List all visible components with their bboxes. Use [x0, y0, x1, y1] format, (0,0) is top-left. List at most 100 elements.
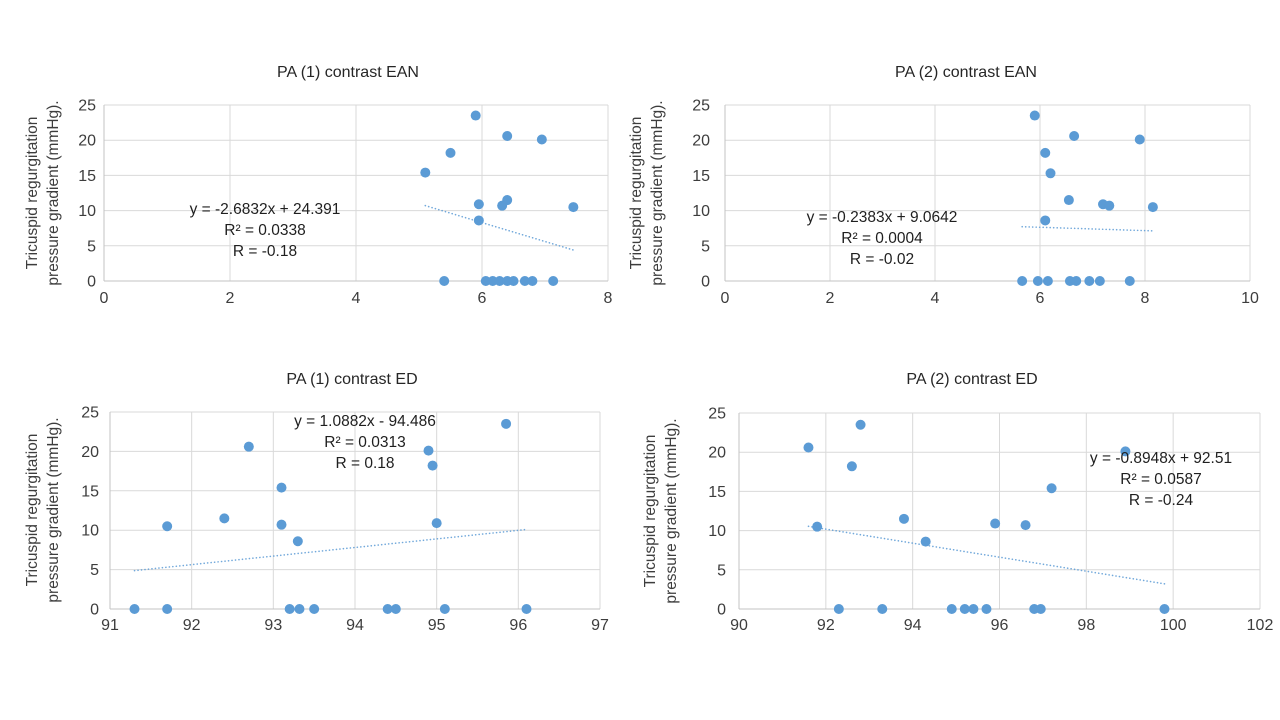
- data-point: [162, 521, 173, 532]
- data-point: [877, 604, 888, 614]
- y-tick-label: 25: [81, 405, 99, 422]
- x-tick-label: 90: [730, 617, 748, 634]
- x-tick-label: 92: [817, 617, 835, 634]
- data-point: [1120, 446, 1131, 457]
- data-point: [390, 604, 401, 614]
- data-point: [1159, 604, 1170, 614]
- data-point: [445, 147, 456, 158]
- data-point: [284, 604, 295, 614]
- data-point: [981, 604, 992, 614]
- data-point: [1017, 276, 1028, 286]
- x-tick-label: 8: [1141, 290, 1150, 307]
- data-point: [1042, 276, 1053, 286]
- y-axis-label: pressure gradient (mmHg).: [45, 100, 62, 285]
- y-tick-label: 0: [701, 274, 710, 291]
- chart-title: PA (2) contrast ED: [906, 371, 1037, 388]
- x-tick-label: 96: [509, 617, 527, 634]
- data-point: [1035, 604, 1046, 614]
- r-squared-label: R² = 0.0313: [324, 434, 405, 451]
- data-point: [536, 134, 547, 145]
- chart-title: PA (2) contrast EAN: [895, 64, 1037, 81]
- x-tick-label: 6: [1036, 290, 1045, 307]
- x-tick-label: 94: [346, 617, 364, 634]
- r-squared-label: R² = 0.0587: [1120, 471, 1201, 488]
- data-point: [1020, 520, 1031, 531]
- y-tick-label: 20: [692, 133, 710, 150]
- data-point: [276, 482, 287, 493]
- data-point: [162, 604, 173, 614]
- y-tick-label: 25: [78, 98, 96, 115]
- y-tick-label: 10: [692, 203, 710, 220]
- x-tick-label: 4: [352, 290, 361, 307]
- y-axis-label: Tricuspid regurgitation: [642, 435, 659, 588]
- data-point: [480, 276, 491, 286]
- data-point: [501, 418, 512, 429]
- data-point: [568, 202, 579, 213]
- data-point: [812, 521, 823, 532]
- data-point: [276, 519, 287, 530]
- r-label: R = -0.02: [850, 251, 914, 268]
- x-tick-label: 92: [183, 617, 201, 634]
- data-point: [990, 518, 1001, 529]
- chart-4: 90 92 94 96 98 100 102 0 5 10 15 20 25 Tricuspid regu…: [642, 371, 1273, 634]
- data-point: [855, 419, 866, 430]
- equation-label: y = -0.8948x + 92.51: [1090, 450, 1232, 467]
- data-point: [968, 604, 979, 614]
- data-point: [527, 276, 538, 286]
- data-point: [1040, 147, 1051, 158]
- chart-3: 91 92 93 94 95 96 97 0 5 10 15 20 25 Tricuspid regurg…: [24, 371, 609, 634]
- data-point: [1040, 215, 1051, 226]
- x-tick-label: 10: [1241, 290, 1259, 307]
- x-tick-label: 6: [478, 290, 487, 307]
- data-point: [487, 276, 498, 286]
- y-axis-label: Tricuspid regurgitation: [628, 117, 645, 270]
- data-point: [423, 445, 434, 456]
- x-tick-label: 0: [721, 290, 730, 307]
- x-tick-label: 2: [826, 290, 835, 307]
- y-tick-label: 5: [701, 238, 710, 255]
- data-point: [219, 513, 230, 524]
- y-tick-label: 0: [717, 602, 726, 619]
- x-tick-label: 102: [1247, 617, 1274, 634]
- data-point: [243, 441, 254, 452]
- y-tick-label: 0: [90, 602, 99, 619]
- y-axis-label: pressure gradient (mmHg).: [663, 418, 680, 603]
- y-tick-label: 20: [78, 133, 96, 150]
- chart-title: PA (1) contrast EAN: [277, 64, 419, 81]
- r-label: R = -0.24: [1129, 492, 1194, 509]
- y-axis-label: Tricuspid regurgitation: [24, 434, 41, 587]
- data-point: [946, 604, 957, 614]
- r-label: R = -0.18: [233, 243, 297, 260]
- data-point: [846, 461, 857, 472]
- data-point: [519, 276, 530, 286]
- data-point: [898, 513, 909, 524]
- y-axis-label: Tricuspid regurgitation: [24, 117, 41, 270]
- data-point: [1045, 168, 1056, 179]
- data-point: [431, 518, 442, 529]
- y-tick-label: 15: [708, 484, 726, 501]
- data-point: [439, 276, 450, 286]
- y-tick-label: 5: [90, 562, 99, 579]
- y-tick-label: 20: [708, 445, 726, 462]
- data-point: [803, 442, 814, 453]
- x-tick-label: 2: [226, 290, 235, 307]
- y-tick-label: 25: [692, 98, 710, 115]
- y-tick-label: 5: [717, 562, 726, 579]
- y-tick-label: 5: [87, 238, 96, 255]
- x-tick-label: 93: [264, 617, 282, 634]
- equation-label: y = -0.2383x + 9.0642: [807, 209, 958, 226]
- data-point: [294, 604, 305, 614]
- equation-label: y = 1.0882x - 94.486: [294, 413, 436, 430]
- data-point: [494, 276, 505, 286]
- data-point: [1046, 483, 1057, 494]
- data-point: [1063, 195, 1074, 206]
- data-point: [470, 110, 481, 121]
- data-point: [1124, 276, 1135, 286]
- r-squared-label: R² = 0.0004: [841, 230, 923, 247]
- x-tick-label: 95: [428, 617, 446, 634]
- data-point: [473, 199, 484, 210]
- data-point: [502, 130, 513, 141]
- x-tick-label: 94: [904, 617, 922, 634]
